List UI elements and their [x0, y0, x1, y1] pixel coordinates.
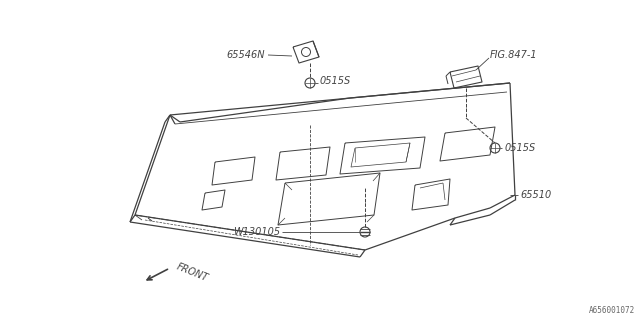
- Text: 65546N: 65546N: [227, 50, 265, 60]
- Text: A656001072: A656001072: [589, 306, 635, 315]
- Text: W130105: W130105: [233, 227, 280, 237]
- Text: 0515S: 0515S: [320, 76, 351, 86]
- Text: 0515S: 0515S: [505, 143, 536, 153]
- Text: FIG.847-1: FIG.847-1: [490, 50, 538, 60]
- Text: 65510: 65510: [520, 190, 551, 200]
- Text: FRONT: FRONT: [175, 261, 209, 283]
